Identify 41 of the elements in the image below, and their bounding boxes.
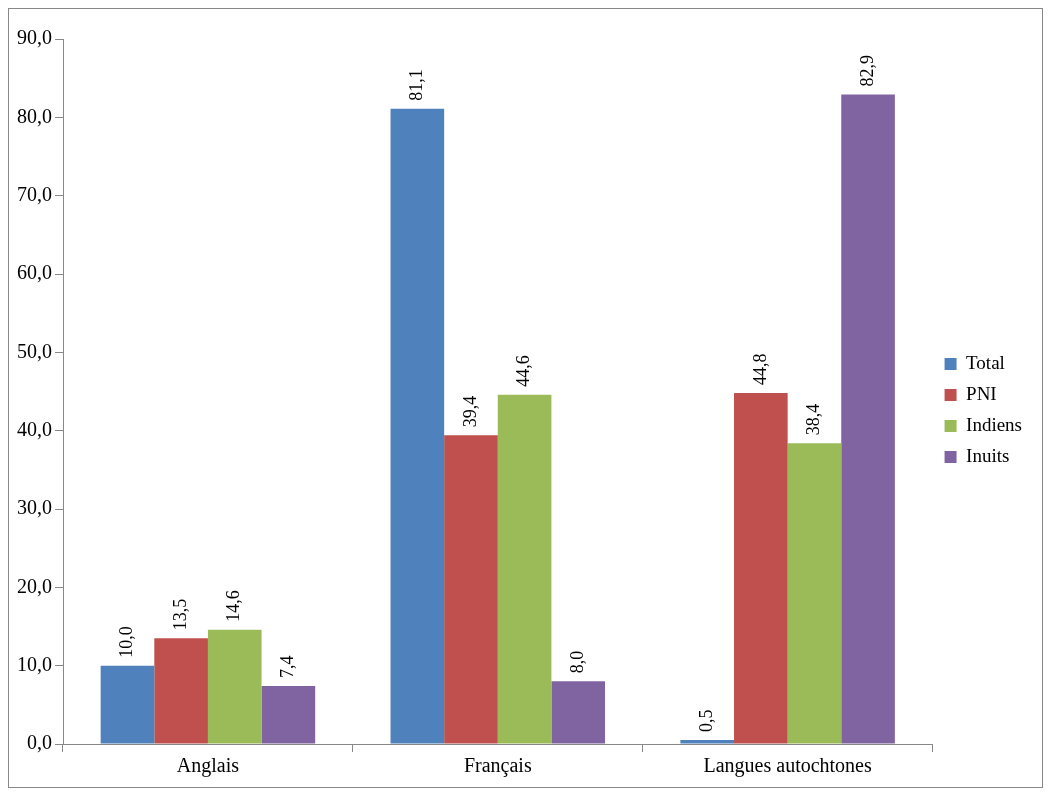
data-label: 8,0 — [566, 650, 587, 674]
y-tick-label: 70,0 — [17, 182, 52, 205]
legend-label: PNI — [966, 382, 997, 404]
y-tick-label: 40,0 — [17, 417, 52, 440]
data-label: 14,6 — [223, 590, 244, 622]
bar — [207, 629, 262, 744]
legend-label: Indiens — [966, 413, 1022, 435]
x-tick-label: Langues autochtones — [703, 754, 872, 778]
x-tick-label: Anglais — [176, 754, 240, 778]
y-tick-label: 30,0 — [17, 496, 52, 519]
data-label: 82,9 — [856, 55, 877, 87]
data-label: 44,8 — [749, 353, 770, 386]
data-label: 7,4 — [277, 655, 298, 679]
data-label: 13,5 — [169, 598, 190, 631]
bar — [154, 638, 208, 744]
y-tick-label: 10,0 — [17, 652, 52, 675]
y-tick-label: 0,0 — [27, 731, 52, 754]
y-tick-label: 80,0 — [17, 104, 52, 127]
y-tick-label: 50,0 — [17, 339, 52, 362]
bar — [734, 393, 788, 744]
y-tick-label: 60,0 — [17, 261, 52, 284]
bar — [497, 394, 552, 744]
data-label: 38,4 — [803, 403, 824, 436]
legend-label: Inuits — [966, 444, 1010, 466]
x-tick-label: Français — [463, 754, 532, 778]
bar — [261, 686, 316, 744]
bar — [390, 108, 445, 744]
bar — [787, 443, 842, 744]
data-label: 10,0 — [116, 626, 137, 658]
bar — [551, 681, 606, 744]
data-label: 81,1 — [406, 69, 427, 101]
legend-label: Total — [966, 351, 1005, 373]
bar — [841, 94, 895, 744]
data-label: 39,4 — [459, 395, 480, 428]
y-tick-label: 90,0 — [17, 26, 52, 49]
y-tick-label: 20,0 — [17, 574, 52, 597]
bar — [444, 435, 498, 744]
data-label: 44,6 — [513, 355, 534, 387]
bar — [100, 665, 155, 744]
data-label: 0,5 — [695, 709, 716, 733]
bar — [680, 740, 735, 744]
